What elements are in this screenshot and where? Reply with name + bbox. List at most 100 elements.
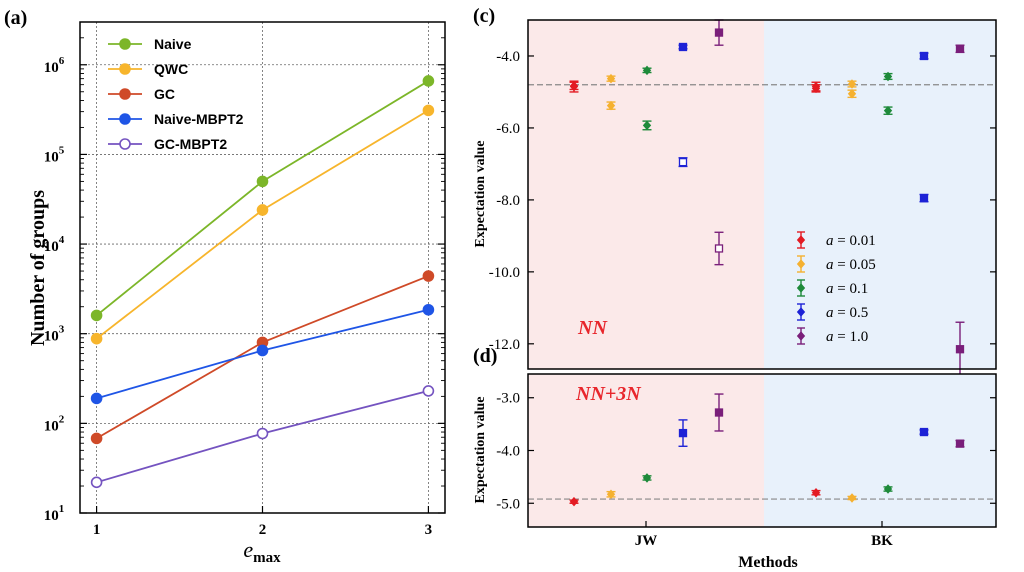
c-ytick-label: -8.0 [496, 193, 520, 209]
point-marker [642, 120, 652, 131]
panel-a-xlabel: emax [243, 537, 281, 566]
point-marker [642, 65, 652, 76]
a-legend-label: Naive-MBPT2 [154, 111, 244, 127]
point-marker [955, 345, 965, 354]
a-legend-marker [119, 38, 131, 50]
point-marker [678, 157, 688, 167]
a-series-point [422, 104, 435, 117]
point-marker [811, 487, 821, 498]
a-legend-label: Naive [154, 36, 192, 52]
d-xtick-label: JW [635, 533, 658, 549]
d-xtick-label: BK [871, 533, 893, 549]
point-marker [796, 235, 806, 245]
a-ytick-label: 105 [44, 144, 65, 165]
a-series-point [422, 75, 435, 87]
point-marker [569, 496, 579, 507]
a-series-point [256, 204, 269, 216]
point-marker [642, 473, 652, 483]
a-xtick-label: 3 [425, 522, 433, 538]
c-legend-label: a = 0.01 [826, 233, 876, 249]
point-marker [847, 79, 857, 89]
a-ytick-label: 106 [44, 55, 65, 76]
point-marker [714, 28, 724, 37]
panel-a-chart: 1 2 3 101 102 103 104 105 106 Naive QWC GC Naive-MB… [27, 21, 446, 566]
panel-a-ylabel: Number of groups [27, 190, 49, 346]
a-series-line [96, 109, 429, 340]
c-ytick-label: -6.0 [496, 121, 520, 137]
c-ytick-label: -10.0 [489, 265, 520, 281]
a-xtick-label: 2 [259, 522, 267, 538]
point-marker [796, 331, 806, 341]
panel-d-chart: -3.0 -4.0 -5.0 JW BK NN+3N Expectation value… [473, 373, 997, 571]
a-series-point [90, 309, 103, 322]
a-xtick-label: 1 [93, 522, 101, 538]
a-series-point [422, 385, 435, 397]
panel-c-jw-region [528, 20, 764, 369]
a-legend-marker [119, 138, 131, 150]
panel-c-region-label: NN [577, 317, 608, 339]
a-legend-label: GC [154, 86, 175, 102]
a-series-point [90, 432, 103, 445]
a-ytick-label: 102 [44, 413, 65, 434]
point-marker [606, 73, 616, 84]
point-marker [714, 244, 724, 253]
a-series-point [256, 175, 269, 188]
a-series-point [90, 476, 103, 489]
a-series-point [256, 344, 269, 357]
panel-d-jw-region [528, 374, 764, 527]
point-marker [919, 193, 929, 203]
point-marker [678, 42, 688, 52]
panel-d-region-label: NN+3N [575, 383, 642, 405]
point-marker [678, 428, 688, 438]
point-marker [955, 439, 965, 448]
a-legend-marker [119, 63, 131, 75]
point-marker [796, 283, 806, 293]
point-marker [883, 484, 893, 494]
panel-c-ylabel: Expectation value [473, 141, 488, 248]
a-ytick-label: 101 [44, 503, 65, 524]
panel-d-label: (d) [473, 345, 497, 367]
point-marker [796, 307, 806, 317]
point-marker [606, 100, 616, 111]
panel-c-legend: a = 0.01 a = 0.05 a = 0.1 a = 0.5 a = 1.0 [796, 231, 876, 345]
point-marker [955, 44, 965, 53]
a-legend-label: GC-MBPT2 [154, 136, 227, 152]
c-ytick-label: -12.0 [489, 337, 520, 353]
panel-d-xlabel: Methods [738, 554, 798, 571]
a-series-point [90, 332, 103, 345]
a-series-point [422, 303, 435, 316]
a-ytick-label: 103 [44, 324, 65, 345]
c-legend-label: a = 0.05 [826, 257, 876, 273]
panel-a-legend: Naive QWC GC Naive-MBPT2 GC-MBPT2 [108, 36, 244, 152]
a-legend-label: QWC [154, 61, 188, 77]
c-legend-label: a = 0.5 [826, 305, 868, 321]
point-marker [919, 427, 929, 437]
a-series-point [422, 270, 435, 282]
point-marker [919, 51, 929, 61]
c-legend-label: a = 1.0 [826, 329, 868, 345]
panel-c-frame [527, 19, 997, 370]
point-marker [569, 81, 579, 91]
panel-d-bk-region [764, 374, 996, 527]
c-ytick-label: -4.0 [496, 49, 520, 65]
a-series-point [256, 427, 269, 440]
panel-c-chart: -4.0-6.0-8.0-10.0-12.0 a = 0.01a = 0.05a… [473, 19, 997, 377]
d-ytick-label: -4.0 [496, 444, 520, 460]
point-marker [606, 489, 616, 500]
point-marker [714, 408, 724, 417]
c-legend-label: a = 0.1 [826, 281, 868, 297]
a-ytick-label: 104 [44, 234, 65, 255]
point-marker [883, 105, 893, 116]
panel-a-label: (a) [4, 7, 27, 29]
panel-c-bk-region [764, 20, 996, 369]
panel-d-ylabel: Expectation value [473, 397, 488, 504]
d-ytick-label: -3.0 [496, 391, 520, 407]
a-series-point [90, 392, 103, 405]
point-marker [847, 88, 857, 99]
point-marker [796, 259, 806, 269]
d-ytick-label: -5.0 [496, 496, 520, 512]
a-legend-marker [119, 113, 131, 125]
point-marker [883, 71, 893, 82]
panel-c-label: (c) [473, 5, 495, 27]
